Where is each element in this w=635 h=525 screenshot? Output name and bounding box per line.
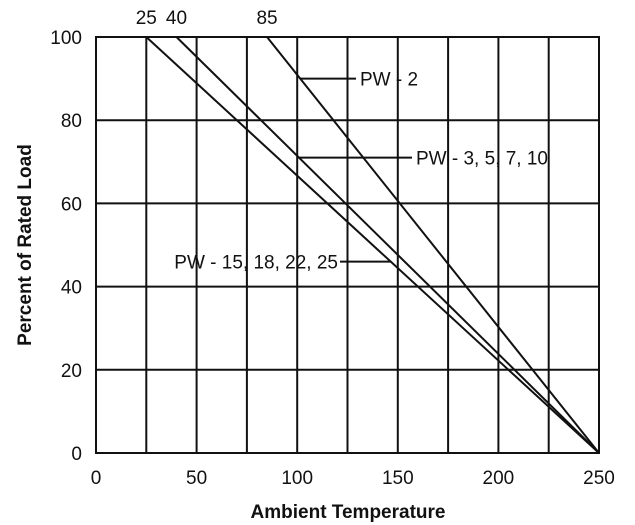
y-tick-label: 100 <box>50 28 82 49</box>
y-tick-label: 60 <box>61 194 82 215</box>
top-label: 25 <box>136 8 157 29</box>
x-tick-labels: 0 50 100 150 200 250 <box>91 468 615 489</box>
y-tick-label: 0 <box>71 444 82 465</box>
series-labels: PW - 15, 18, 22, 25 PW - 3, 5, 7, 10 PW - … <box>174 70 548 274</box>
x-tick-label: 100 <box>281 468 313 489</box>
series-line-3 <box>266 36 600 454</box>
series-line-1 <box>145 36 600 454</box>
x-tick-label: 200 <box>483 468 515 489</box>
series-line-2 <box>175 36 600 454</box>
x-axis-title: Ambient Temperature <box>251 502 446 523</box>
x-tick-label: 250 <box>583 468 615 489</box>
y-tick-label: 20 <box>61 361 82 382</box>
grid <box>96 37 599 453</box>
top-label: 85 <box>256 8 277 29</box>
y-tick-label: 40 <box>61 278 82 299</box>
y-axis-title: Percent of Rated Load <box>15 144 36 346</box>
x-tick-label: 0 <box>91 468 102 489</box>
x-tick-label: 150 <box>382 468 414 489</box>
top-label: 40 <box>166 8 187 29</box>
series-label-2: PW - 3, 5, 7, 10 <box>416 149 548 170</box>
x-tick-label: 50 <box>186 468 207 489</box>
y-tick-labels: 0 20 40 60 80 100 <box>50 28 82 465</box>
series-lines <box>145 36 600 454</box>
y-tick-label: 80 <box>61 111 82 132</box>
series-label-3: PW - 2 <box>360 70 418 91</box>
series-label-1: PW - 15, 18, 22, 25 <box>174 253 338 274</box>
top-labels: 25 40 85 <box>136 8 278 29</box>
plot-frame <box>95 36 600 454</box>
